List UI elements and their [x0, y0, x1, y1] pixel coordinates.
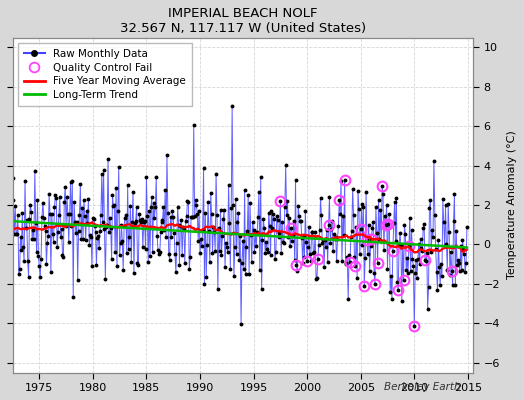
Title: IMPERIAL BEACH NOLF
32.567 N, 117.117 W (United States): IMPERIAL BEACH NOLF 32.567 N, 117.117 W …	[120, 7, 366, 35]
Y-axis label: Temperature Anomaly (°C): Temperature Anomaly (°C)	[507, 131, 517, 280]
Legend: Raw Monthly Data, Quality Control Fail, Five Year Moving Average, Long-Term Tren: Raw Monthly Data, Quality Control Fail, …	[18, 43, 192, 106]
Text: Berkeley Earth: Berkeley Earth	[385, 382, 461, 392]
